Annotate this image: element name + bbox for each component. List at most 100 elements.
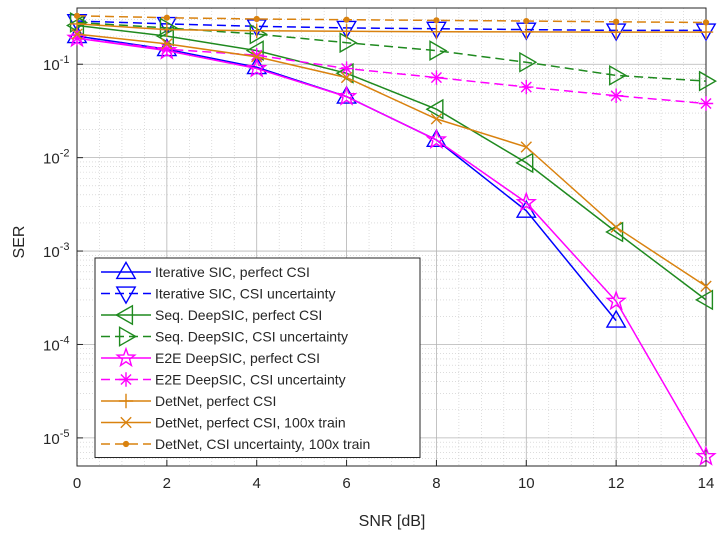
pentagram-marker xyxy=(425,128,448,149)
legend-item: E2E DeepSIC, CSI uncertainty xyxy=(101,372,346,388)
y-tick-label: 10-3 xyxy=(43,241,69,261)
x-tick-label: 12 xyxy=(608,475,625,492)
pentagram-marker xyxy=(605,290,627,311)
triangle-left-marker xyxy=(155,25,174,47)
x-tick-label: 0 xyxy=(73,475,81,492)
asterisk-marker xyxy=(429,70,444,85)
triangle-up-marker xyxy=(115,260,137,280)
x-tick-label: 4 xyxy=(253,475,261,492)
x-marker xyxy=(610,221,622,233)
triangle-right-marker xyxy=(159,17,178,39)
y-tick-label: 10-2 xyxy=(43,148,69,168)
legend-label: DetNet, perfect CSI, 100x train xyxy=(155,415,346,431)
triangle-up-marker xyxy=(605,309,627,328)
series-line xyxy=(76,37,707,457)
asterisk-marker xyxy=(608,88,624,103)
triangle-left-marker xyxy=(425,98,444,120)
pentagram-marker xyxy=(335,85,358,106)
x-marker xyxy=(700,280,712,292)
triangle-right-marker xyxy=(519,51,538,73)
triangle-left-marker xyxy=(694,289,714,311)
pentagram-marker xyxy=(115,346,137,368)
x-tick-label: 8 xyxy=(432,475,440,492)
legend-label: Seq. DeepSIC, CSI uncertainty xyxy=(155,329,348,345)
asterisk-marker xyxy=(159,41,175,57)
series-line xyxy=(76,37,707,105)
legend-label: DetNet, perfect CSI xyxy=(155,393,276,409)
triangle-right-marker xyxy=(698,70,717,92)
triangle-left-marker xyxy=(114,304,134,326)
plus-marker xyxy=(429,24,444,39)
axis-ticks: 0 2 4 6 8 10 12 14 10-1 10-2 10-3 10-4 10-5 xyxy=(43,54,714,492)
y-tick-label: 10-1 xyxy=(43,54,69,74)
plot-area xyxy=(76,7,707,467)
plus-marker xyxy=(249,23,264,39)
triangle-left-marker xyxy=(515,152,534,174)
y-tick-label: 10-5 xyxy=(43,428,69,448)
dot-marker xyxy=(613,18,620,25)
series-line xyxy=(76,23,706,33)
plus-marker xyxy=(339,24,354,39)
legend-item: Iterative SIC, perfect CSI xyxy=(101,260,310,280)
dot-marker xyxy=(523,17,530,25)
asterisk-marker xyxy=(249,47,264,63)
triangle-down-marker xyxy=(115,286,137,305)
x-tick-label: 14 xyxy=(698,475,715,492)
x-tick-label: 6 xyxy=(342,475,350,492)
asterisk-marker xyxy=(118,372,134,387)
x-tick-label: 10 xyxy=(518,475,535,492)
triangle-right-marker xyxy=(429,40,448,61)
series-group xyxy=(65,12,717,466)
x-marker xyxy=(161,38,173,50)
triangle-right-marker xyxy=(249,23,268,45)
legend-label: E2E DeepSIC, CSI uncertainty xyxy=(155,372,346,388)
legend-label: Iterative SIC, perfect CSI xyxy=(155,264,310,280)
legend-label: Seq. DeepSIC, perfect CSI xyxy=(155,307,322,323)
series-8 xyxy=(71,28,712,292)
series-line xyxy=(76,24,707,301)
x-tick-label: 2 xyxy=(163,475,171,492)
x-marker xyxy=(120,416,132,429)
plus-marker xyxy=(608,24,624,40)
pentagram-marker xyxy=(515,191,538,212)
legend-item: DetNet, perfect CSI, 100x train xyxy=(101,415,346,431)
plus-marker xyxy=(159,22,175,37)
dot-marker xyxy=(433,17,440,24)
dot-marker xyxy=(702,19,710,26)
series-line xyxy=(76,20,706,32)
y-tick-label: 10-4 xyxy=(43,334,69,354)
legend-item: E2E DeepSIC, perfect CSI xyxy=(101,346,320,368)
series-line xyxy=(76,15,707,24)
legend-item: Iterative SIC, CSI uncertainty xyxy=(101,286,336,305)
x-marker xyxy=(520,141,532,153)
dot-marker xyxy=(73,12,81,19)
x-marker xyxy=(340,71,353,84)
series-9 xyxy=(73,12,710,26)
asterisk-marker xyxy=(339,61,354,76)
series-6 xyxy=(69,31,714,111)
legend-item: Seq. DeepSIC, perfect CSI xyxy=(101,304,322,326)
y-axis-label: SER xyxy=(11,226,28,259)
legend-item: Seq. DeepSIC, CSI uncertainty xyxy=(101,326,348,347)
triangle-right-marker xyxy=(339,32,358,54)
triangle-right-marker xyxy=(609,64,628,86)
legend-label: E2E DeepSIC, perfect CSI xyxy=(155,350,320,366)
plus-marker xyxy=(69,16,85,32)
dot-marker xyxy=(343,16,350,23)
x-marker xyxy=(251,51,263,63)
legend-label: Iterative SIC, CSI uncertainty xyxy=(155,286,336,302)
pentagram-marker xyxy=(245,57,268,78)
series-7 xyxy=(69,16,714,40)
asterisk-marker xyxy=(69,31,85,46)
dot-marker xyxy=(163,14,170,21)
x-axis-label: SNR [dB] xyxy=(359,513,426,530)
series-line xyxy=(76,21,707,82)
asterisk-marker xyxy=(519,79,534,95)
series-4 xyxy=(69,12,717,92)
asterisk-marker xyxy=(698,96,714,111)
legend: Iterative SIC, perfect CSI Iterative SIC,… xyxy=(94,257,421,458)
series-line xyxy=(76,33,707,287)
legend-item: DetNet, perfect CSI xyxy=(101,393,276,409)
x-marker xyxy=(71,28,83,40)
